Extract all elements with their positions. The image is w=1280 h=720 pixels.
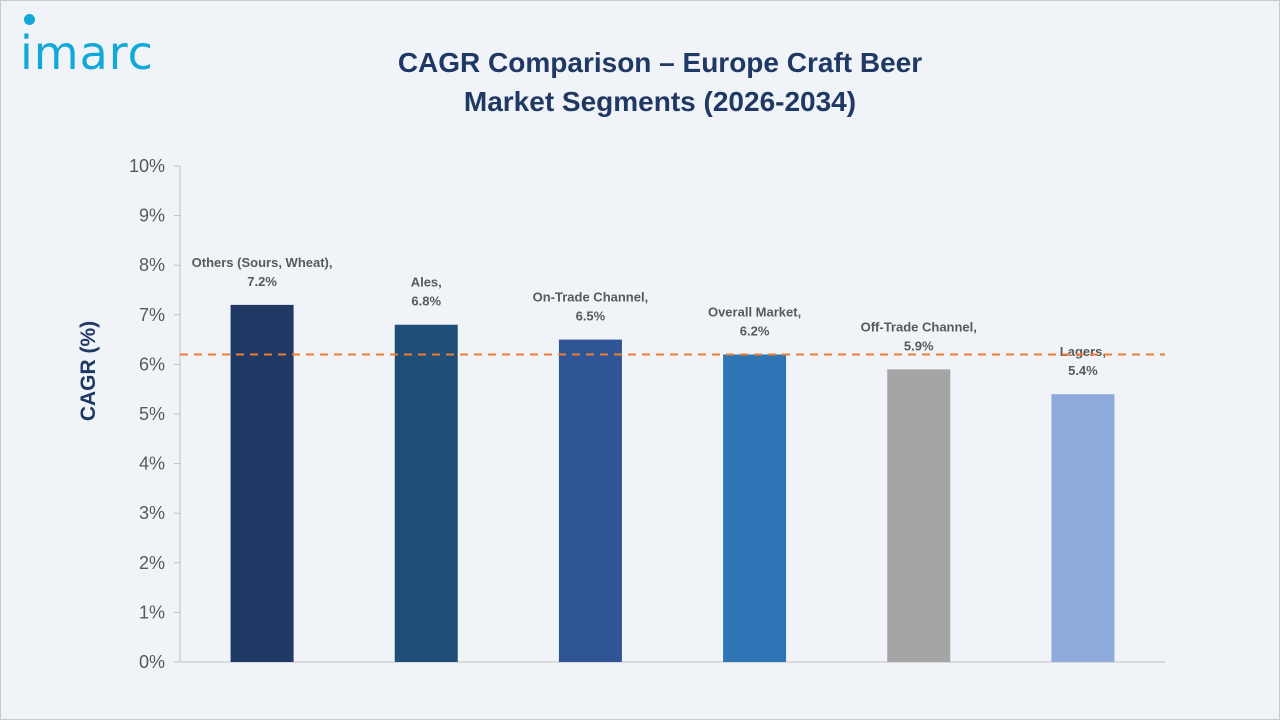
chart-title-line-1: CAGR Comparison – Europe Craft Beer — [397, 47, 923, 78]
bar-value-label: 6.5% — [576, 309, 606, 324]
bar-category-label: Others (Sours, Wheat), — [192, 255, 333, 270]
logo-dot — [24, 14, 35, 25]
bar-value-label: 5.9% — [904, 338, 934, 353]
bar-value-label: 6.2% — [740, 323, 770, 338]
bar — [230, 304, 294, 662]
bar-value-label: 7.2% — [247, 274, 277, 289]
y-tick-label: 2% — [139, 553, 165, 573]
bar — [887, 369, 951, 662]
y-tick-label: 0% — [139, 652, 165, 672]
bar — [558, 339, 622, 662]
logo-text: imarc — [20, 26, 154, 80]
bar — [723, 354, 787, 662]
y-tick-label: 4% — [139, 454, 165, 474]
bar — [1051, 394, 1115, 662]
bar-category-label: Ales, — [411, 275, 442, 290]
bar-value-label: 5.4% — [1068, 363, 1098, 378]
bar-category-label: Lagers, — [1060, 344, 1106, 359]
chart-title-line-2: Market Segments (2026-2034) — [463, 86, 857, 117]
bar-category-label: On-Trade Channel, — [533, 290, 649, 305]
imarc-logo: imarc — [20, 14, 210, 78]
y-tick-label: 1% — [139, 602, 165, 622]
y-tick-label: 10% — [129, 156, 165, 176]
bar-category-label: Overall Market, — [708, 304, 801, 319]
bar-category-label: Off-Trade Channel, — [861, 319, 977, 334]
y-tick-label: 3% — [139, 503, 165, 523]
bar-value-label: 6.8% — [411, 294, 441, 309]
chart-title: CAGR Comparison – Europe Craft Beer Mark… — [330, 43, 990, 121]
y-tick-label: 9% — [139, 206, 165, 226]
y-tick-label: 6% — [139, 354, 165, 374]
y-tick-label: 8% — [139, 255, 165, 275]
y-tick-label: 5% — [139, 404, 165, 424]
bar — [394, 324, 458, 662]
y-tick-label: 7% — [139, 305, 165, 325]
